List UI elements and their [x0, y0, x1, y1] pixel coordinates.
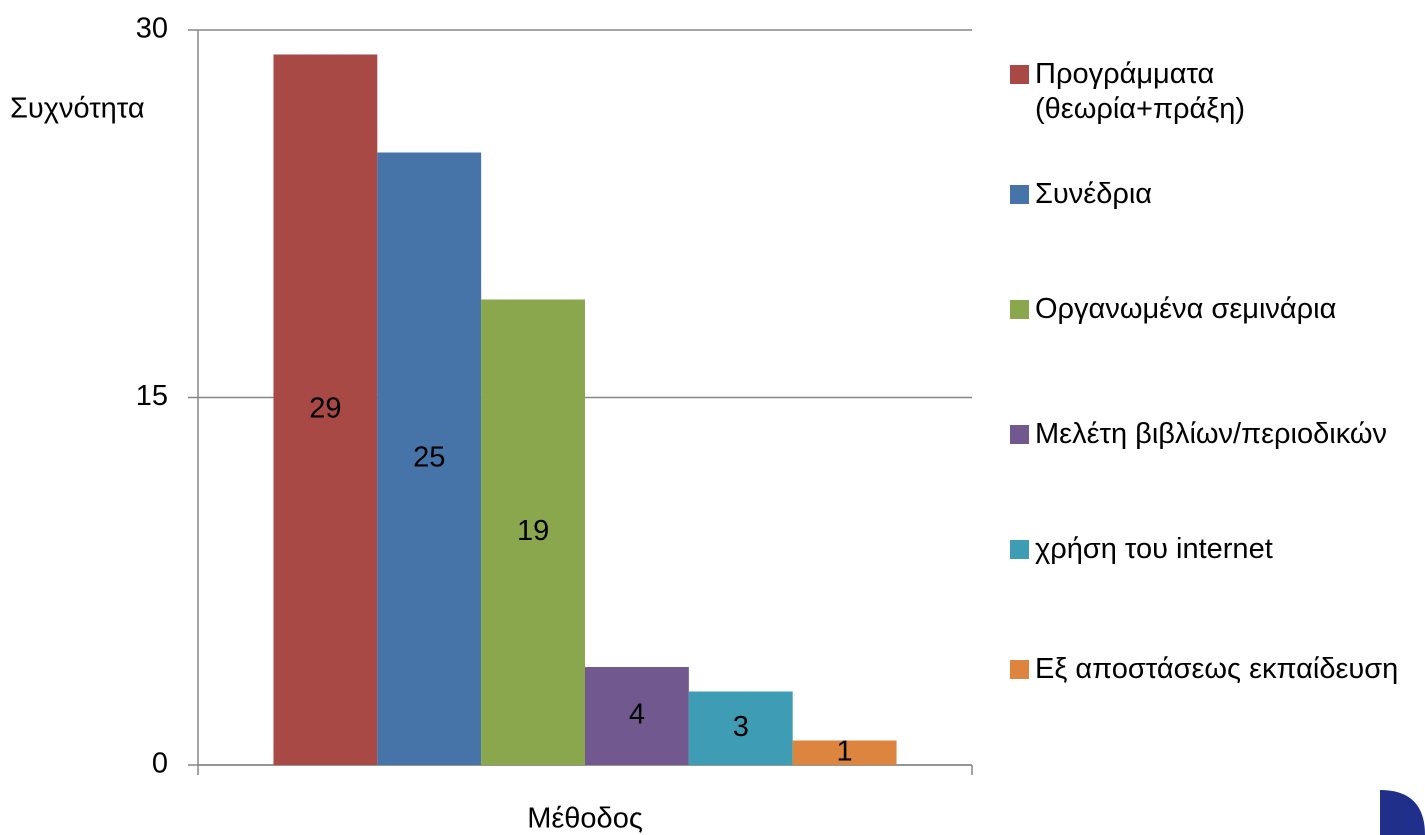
- legend-item: Προγράμματα (θεωρία+πράξη): [1010, 57, 1425, 127]
- y-tick-label: 15: [136, 380, 168, 412]
- legend-label: Συνέδρια: [1035, 178, 1153, 210]
- legend-label: χρήση του internet: [1035, 533, 1273, 565]
- legend-item: Μελέτη βιβλίων/περιοδικών: [1010, 417, 1425, 452]
- legend-swatch: [1010, 540, 1029, 559]
- value-label: 1: [837, 735, 853, 767]
- legend-label: Εξ αποστάσεως εκπαίδευση: [1035, 653, 1399, 685]
- legend-item: χρήση του internet: [1010, 532, 1425, 567]
- legend-swatch: [1010, 425, 1029, 444]
- legend-swatch: [1010, 660, 1029, 679]
- legend-item: Συνέδρια: [1010, 177, 1425, 212]
- bar: [273, 54, 378, 765]
- legend-swatch: [1010, 300, 1029, 319]
- decoration: [1380, 790, 1425, 835]
- value-label: 29: [309, 392, 341, 424]
- value-label: 3: [733, 711, 749, 743]
- legend-item: Εξ αποστάσεως εκπαίδευση: [1010, 652, 1425, 687]
- bar: [585, 667, 689, 765]
- y-axis-label: Συχνότητα: [10, 93, 145, 125]
- legend-item: Οργανωμένα σεμινάρια: [1010, 292, 1425, 327]
- legend-label: Οργανωμένα σεμινάρια: [1035, 293, 1337, 325]
- bar: [377, 152, 482, 765]
- legend-label: Προγράμματα (θεωρία+πράξη): [1035, 58, 1246, 125]
- legend-label: Μελέτη βιβλίων/περιοδικών: [1035, 418, 1387, 450]
- legend-swatch: [1010, 185, 1029, 204]
- value-label: 19: [517, 515, 549, 547]
- bar: [688, 691, 793, 765]
- y-tick-label: 0: [152, 748, 168, 780]
- y-tick-label: 30: [136, 13, 168, 45]
- value-label: 25: [413, 441, 445, 473]
- value-label: 4: [629, 699, 645, 731]
- x-tick-label: Μέθοδος: [527, 803, 643, 835]
- bar: [792, 740, 897, 765]
- bar: [481, 299, 585, 765]
- legend-swatch: [1010, 65, 1029, 84]
